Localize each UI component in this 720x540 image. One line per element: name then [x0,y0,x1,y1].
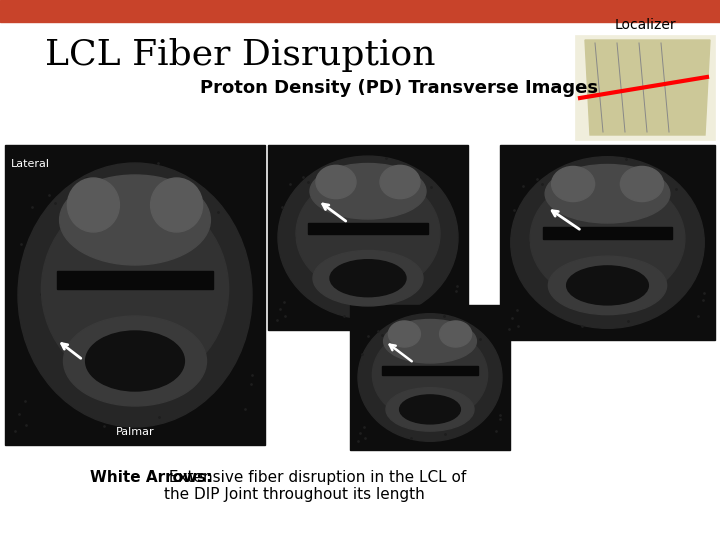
Bar [575,35,715,140]
Ellipse shape [440,321,472,347]
Ellipse shape [358,314,502,441]
Ellipse shape [278,156,458,319]
Ellipse shape [296,174,440,294]
Ellipse shape [388,321,420,347]
Text: White Arrows:: White Arrows: [90,470,212,485]
Ellipse shape [380,165,420,199]
Text: Lateral: Lateral [11,159,50,169]
Ellipse shape [316,165,356,199]
Ellipse shape [384,320,477,363]
Text: Palmar: Palmar [116,427,154,437]
Polygon shape [585,40,710,135]
Ellipse shape [150,178,202,232]
Ellipse shape [42,192,229,387]
Ellipse shape [386,388,474,431]
Ellipse shape [621,166,663,201]
Bar [0,0,720,22]
Bar [350,305,510,450]
Ellipse shape [510,157,704,328]
Bar [57,271,213,289]
Ellipse shape [68,178,120,232]
Ellipse shape [310,164,426,219]
Bar [468,330,510,450]
Ellipse shape [63,316,207,406]
Ellipse shape [530,175,685,302]
Ellipse shape [372,327,487,422]
Ellipse shape [567,266,648,305]
Text: LCL Fiber Disruption: LCL Fiber Disruption [45,38,436,72]
Ellipse shape [86,331,184,391]
Bar [543,227,672,239]
Text: Proton Density (PD) Transverse Images: Proton Density (PD) Transverse Images [200,79,598,97]
Text: Extensive fiber disruption in the LCL of
the DIP Joint throughout its length: Extensive fiber disruption in the LCL of… [164,470,467,502]
Ellipse shape [313,251,423,306]
Ellipse shape [18,163,252,427]
Bar [308,222,428,234]
Ellipse shape [400,395,460,424]
Text: Localizer: Localizer [614,18,676,32]
Ellipse shape [60,175,210,265]
Ellipse shape [545,165,670,223]
Bar [268,145,468,330]
Ellipse shape [330,260,406,296]
Bar [500,145,715,340]
Ellipse shape [552,166,595,201]
Bar [5,145,265,445]
Bar [382,366,478,375]
Ellipse shape [549,256,667,315]
